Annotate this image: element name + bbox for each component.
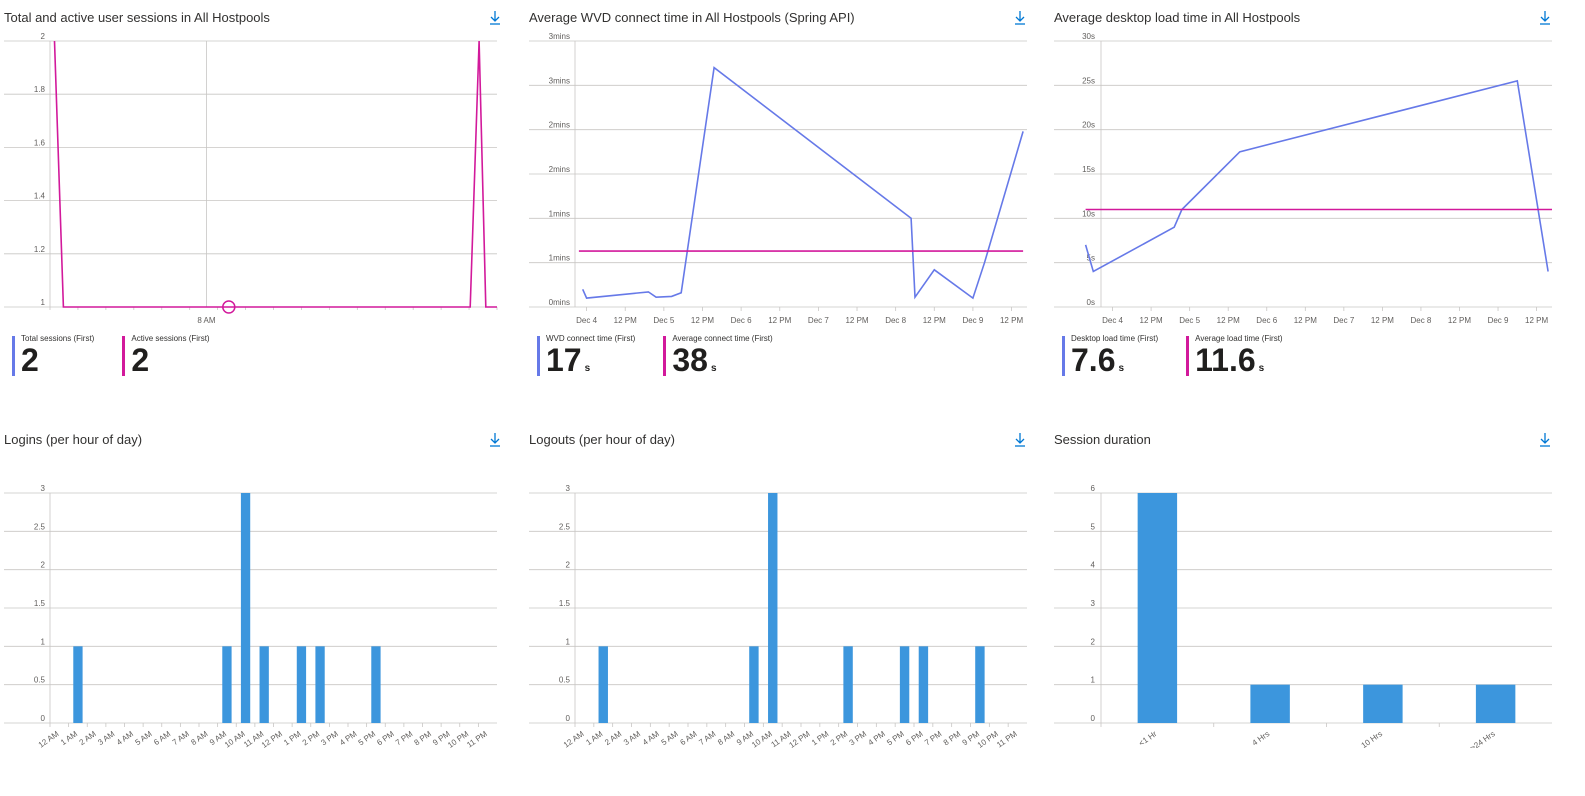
chart-legend: Desktop load time (First) 7.6 s Average loa… [1062, 334, 1311, 385]
chart-tile-3: Average desktop load time in All Hostpoo… [1050, 0, 1575, 376]
download-icon[interactable] [487, 431, 503, 449]
legend-label: Desktop load time (First) [1071, 334, 1159, 343]
legend-swatch [1062, 336, 1065, 376]
download-icon[interactable] [1537, 9, 1553, 27]
legend-swatch [122, 336, 126, 376]
chart-legend: WVD connect time (First) 17 s Average conne… [537, 334, 801, 385]
download-icon[interactable] [487, 9, 503, 27]
chart-tile-1: Total and active user sessions in All Ho… [0, 0, 525, 376]
chart-tile-2: Average WVD connect time in All Hostpool… [525, 0, 1050, 376]
legend-value: 2 [21, 342, 39, 378]
legend-value-wrap: 7.6 s [1071, 344, 1158, 385]
legend-item: Total sessions (First) 2 [12, 334, 94, 376]
legend-value: 11.6 [1195, 342, 1256, 378]
legend-value: 17 [546, 342, 582, 378]
download-icon[interactable] [1012, 431, 1028, 449]
legend-item: Desktop load time (First) 7.6 s [1062, 334, 1158, 385]
download-icon[interactable] [1537, 431, 1553, 449]
legend-item: Active sessions (First) 2 [122, 334, 210, 376]
tile-title: Average desktop load time in All Hostpoo… [1054, 10, 1301, 25]
tile-title: Logins (per hour of day) [4, 432, 143, 447]
legend-label: Average load time (First) [1195, 334, 1283, 343]
legend-value-wrap: 2 [21, 344, 94, 376]
legend-swatch [12, 336, 15, 376]
tile-title: Session duration [1054, 432, 1151, 447]
legend-label: Active sessions (First) [131, 334, 210, 343]
legend-unit: s [1118, 363, 1125, 374]
legend-value-wrap: 11.6 s [1195, 344, 1282, 385]
legend-value: 7.6 [1071, 342, 1116, 378]
legend-unit: s [1258, 363, 1265, 374]
legend-item: WVD connect time (First) 17 s [537, 334, 635, 385]
legend-unit: s [584, 363, 591, 374]
legend-swatch [537, 336, 540, 376]
legend-item: Average load time (First) 11.6 s [1186, 334, 1283, 385]
legend-value-wrap: 2 [131, 344, 209, 376]
legend-swatch [1186, 336, 1190, 376]
legend-value: 2 [131, 342, 150, 378]
chart-tile-4: Logins (per hour of day) [0, 422, 525, 796]
legend-label: WVD connect time (First) [546, 334, 636, 343]
chart-tile-5: Logouts (per hour of day) [525, 422, 1050, 796]
legend-unit: s [710, 363, 717, 374]
tile-title: Total and active user sessions in All Ho… [4, 10, 270, 25]
tile-title: Logouts (per hour of day) [529, 432, 675, 447]
tile-title: Average WVD connect time in All Hostpool… [529, 10, 855, 25]
chart-tile-6: Session duration [1050, 422, 1575, 796]
legend-value-wrap: 38 s [672, 344, 772, 385]
legend-swatch [663, 336, 667, 376]
download-icon[interactable] [1012, 9, 1028, 27]
chart-legend: Total sessions (First) 2 Active sessions (… [12, 334, 238, 376]
legend-value: 38 [672, 342, 708, 378]
legend-label: Total sessions (First) [21, 334, 95, 343]
legend-item: Average connect time (First) 38 s [663, 334, 773, 385]
legend-label: Average connect time (First) [672, 334, 773, 343]
legend-value-wrap: 17 s [546, 344, 635, 385]
